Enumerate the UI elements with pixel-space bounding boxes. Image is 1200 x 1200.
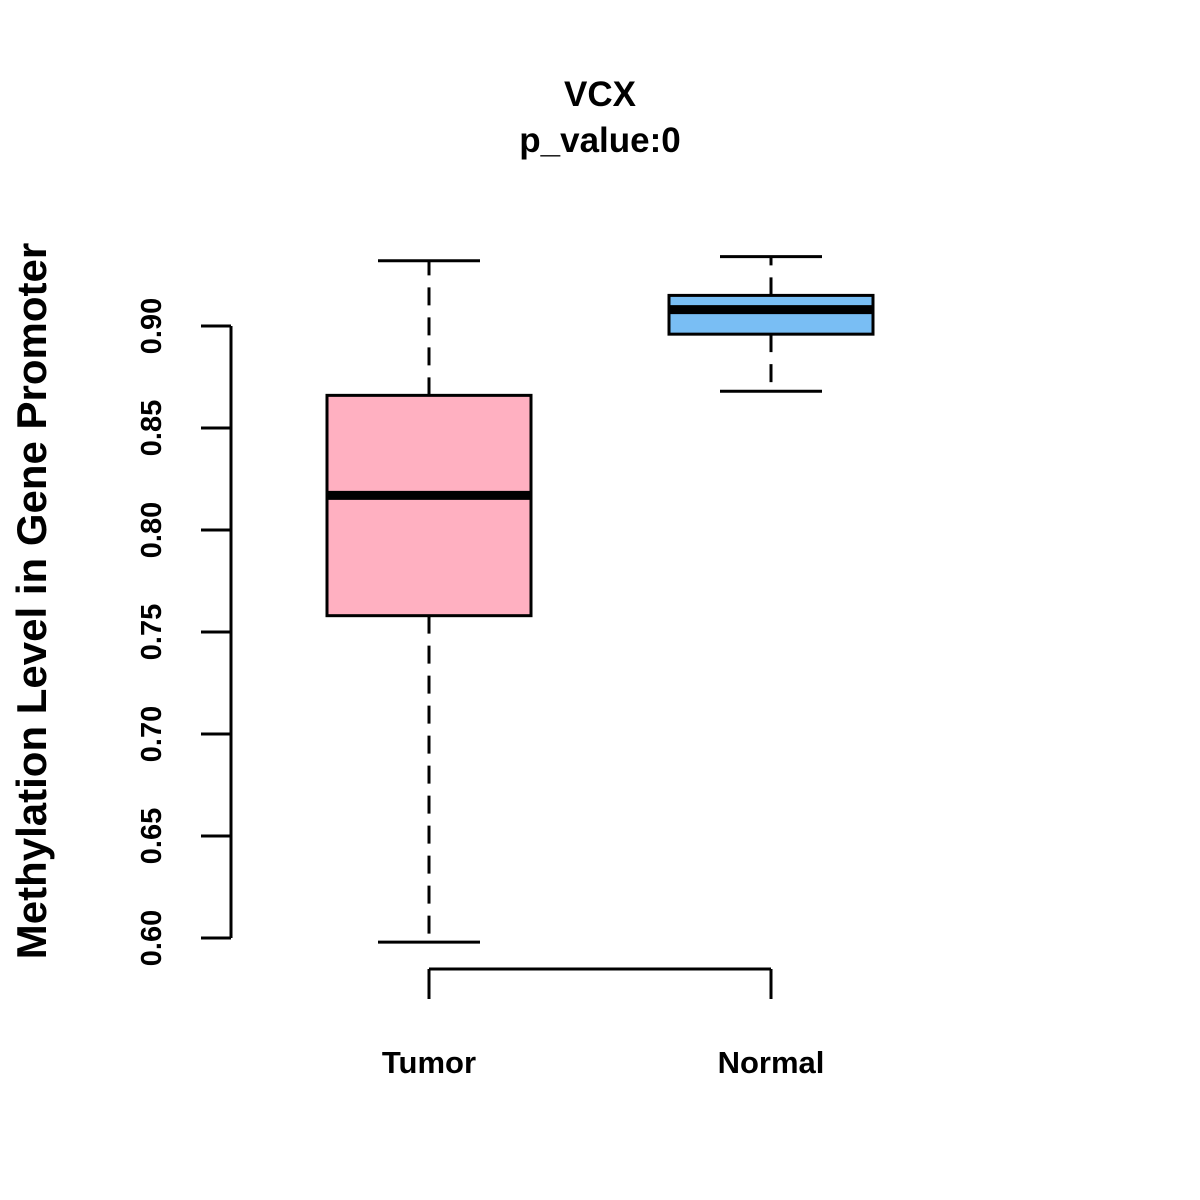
x-axis: Tumor Normal: [382, 967, 825, 1080]
y-tick-label: 0.75: [136, 604, 168, 660]
y-tick-label: 0.85: [136, 400, 168, 456]
box-tumor: [325, 259, 533, 944]
box-normal: [667, 255, 875, 393]
x-tick-label: Tumor: [382, 1045, 476, 1080]
y-tick-label: 0.60: [136, 910, 168, 966]
iqr-box: [325, 393, 533, 618]
chart-title: VCX: [564, 75, 637, 114]
x-tick-label: Normal: [718, 1045, 825, 1080]
boxes: [325, 255, 875, 944]
y-tick-label: 0.65: [136, 808, 168, 864]
y-tick-label: 0.80: [136, 502, 168, 558]
chart-subtitle: p_value:0: [519, 121, 680, 160]
iqr-box: [667, 293, 875, 336]
y-tick-label: 0.90: [136, 298, 168, 354]
y-axis-label: Methylation Level in Gene Promoter: [8, 243, 55, 959]
y-tick-label: 0.70: [136, 706, 168, 762]
y-axis: 0.60 0.65 0.70 0.75 0.80 0.85 0.90: [136, 298, 233, 966]
